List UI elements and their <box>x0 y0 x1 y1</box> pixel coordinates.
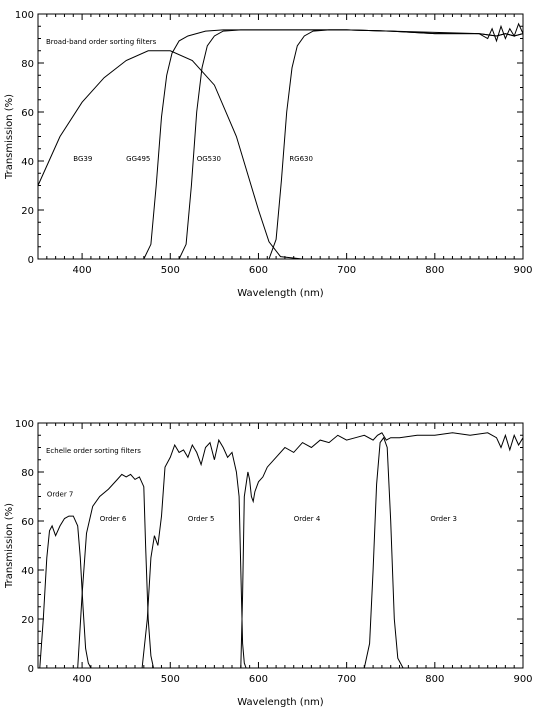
series-line-bg39 <box>37 50 303 260</box>
x-axis-label: Wavelength (nm) <box>237 288 323 299</box>
x-tick-label: 900 <box>513 674 532 685</box>
y-tick-label: 100 <box>15 10 34 21</box>
x-tick-label: 800 <box>425 265 444 276</box>
series-line-order-5 <box>141 438 247 669</box>
x-tick-label: 700 <box>337 674 356 685</box>
series-label: Order 4 <box>294 515 321 523</box>
x-tick-label: 500 <box>161 674 180 685</box>
series-label: BG39 <box>73 155 92 163</box>
x-tick-label: 700 <box>337 265 356 276</box>
y-tick-label: 80 <box>21 59 34 70</box>
chart-annotation: Echelle order sorting filters <box>46 447 141 455</box>
plot-frame <box>37 422 524 669</box>
series-line-rg630 <box>268 22 524 260</box>
plot-frame <box>37 13 524 260</box>
series-line-order-6 <box>77 473 154 669</box>
series-label: GG495 <box>126 155 150 163</box>
y-tick-label: 20 <box>21 206 34 217</box>
y-tick-label: 20 <box>21 615 34 626</box>
x-tick-label: 500 <box>161 265 180 276</box>
x-tick-label: 600 <box>249 265 268 276</box>
y-tick-label: 60 <box>21 517 34 528</box>
y-tick-label: 80 <box>21 468 34 479</box>
series-line-order-7 <box>39 515 92 669</box>
y-axis-label: Transmission (%) <box>4 94 15 180</box>
series-label: Order 6 <box>100 515 127 523</box>
y-tick-label: 60 <box>21 108 34 119</box>
series-label: OG530 <box>197 155 221 163</box>
chart-bottom: 400 500 600 700 800 900 0 20 40 60 80 100 Wavelength… <box>4 419 533 708</box>
series-label: Order 3 <box>430 515 457 523</box>
x-tick-label: 400 <box>73 265 92 276</box>
y-tick-label: 100 <box>15 419 34 430</box>
series-line-order-4 <box>240 432 524 669</box>
y-tick-label: 0 <box>28 664 34 675</box>
series-label: Order 5 <box>188 515 215 523</box>
x-tick-label: 900 <box>513 265 532 276</box>
y-axis-label: Transmission (%) <box>4 503 15 589</box>
series-label: RG630 <box>289 155 313 163</box>
series-line-order-3 <box>363 436 404 669</box>
x-tick-label: 800 <box>425 674 444 685</box>
chart-top: 400 500 600 700 800 900 0 20 40 60 80 100 Wavelength… <box>4 10 533 299</box>
x-axis-label: Wavelength (nm) <box>237 697 323 708</box>
series-line-og530 <box>178 29 524 260</box>
y-tick-label: 40 <box>21 566 34 577</box>
series-label: Order 7 <box>47 491 74 499</box>
series-line-gg495 <box>143 29 524 260</box>
y-tick-label: 0 <box>28 255 34 266</box>
chart-annotation: Broad-band order sorting filters <box>46 38 157 46</box>
x-tick-label: 400 <box>73 674 92 685</box>
x-tick-label: 600 <box>249 674 268 685</box>
y-tick-label: 40 <box>21 157 34 168</box>
